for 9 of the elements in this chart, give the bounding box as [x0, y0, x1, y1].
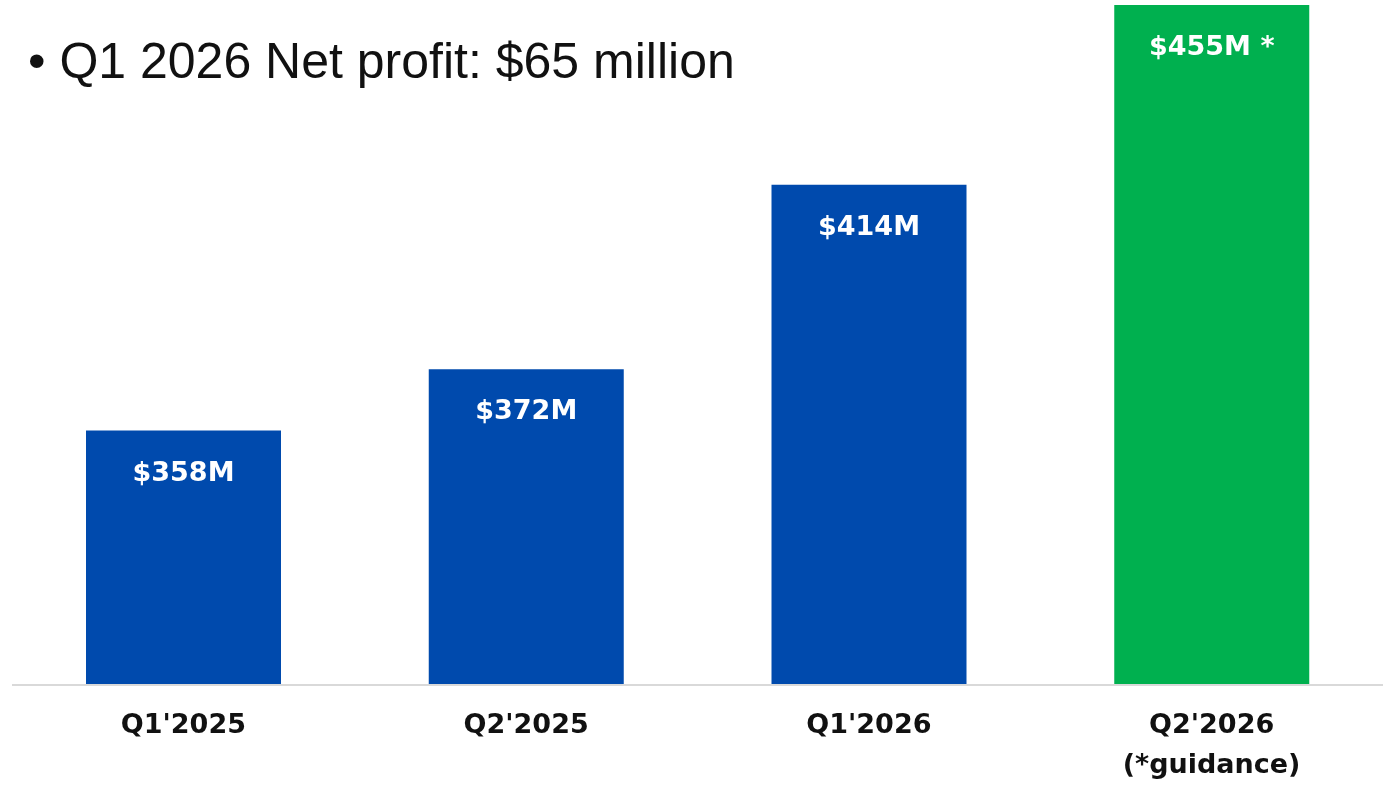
text: • Q1 2026 Net profit: $65 million — [28, 32, 735, 90]
x-tick-label: Q1'2025 — [120, 708, 246, 739]
x-tick-label: Q1'2026 — [806, 708, 932, 739]
x-tick-label: Q2'2026 (*guidance) — [1122, 708, 1301, 779]
data-label: $358M — [132, 455, 235, 487]
x-tick-label: Q2'2025 — [463, 708, 589, 739]
data-label: $455M * — [1148, 30, 1275, 61]
data-label: $372M — [475, 394, 578, 426]
data-label: $414M — [817, 209, 921, 241]
